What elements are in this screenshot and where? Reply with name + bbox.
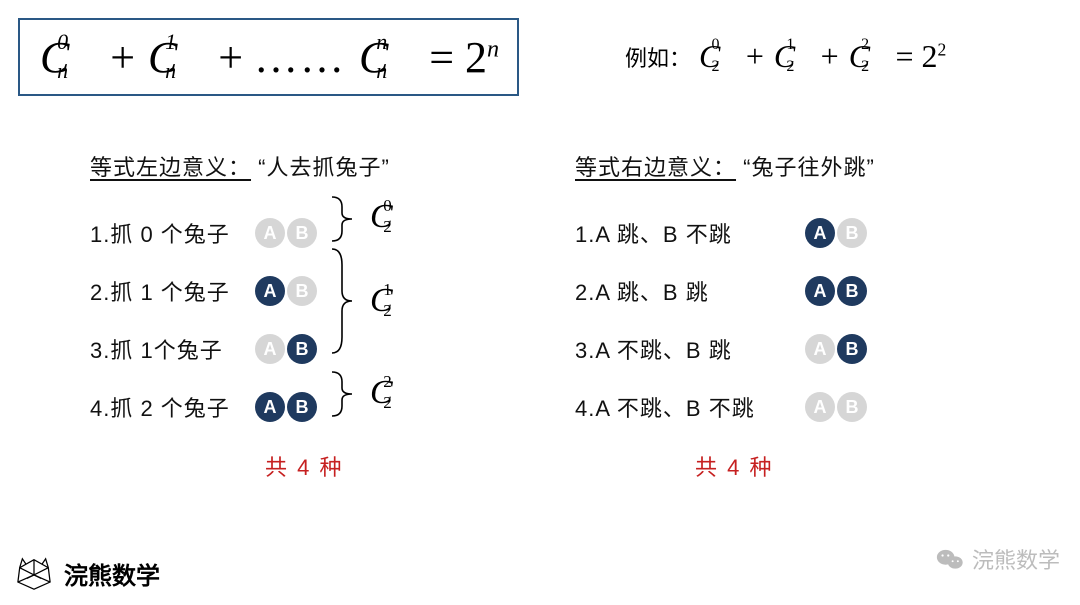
badge-a-icon: A <box>255 276 285 306</box>
badge-pair: AB <box>255 218 335 248</box>
footer-watermark: 浣熊数学 <box>936 543 1060 575</box>
badge-a-icon: A <box>805 276 835 306</box>
brace-icon <box>328 247 358 355</box>
footer-brand: 浣熊数学 <box>14 556 160 591</box>
badge-b-icon: B <box>287 392 317 422</box>
badge-b-icon: B <box>837 276 867 306</box>
badge-pair: AB <box>255 334 335 364</box>
combination-symbol: C12 <box>368 282 413 320</box>
row-label: 2.抓 1 个兔子 <box>90 275 255 307</box>
badge-pair: AB <box>805 334 885 364</box>
badge-b-icon: B <box>837 218 867 248</box>
watermark-text: 浣熊数学 <box>972 543 1060 575</box>
badge-b-icon: B <box>287 276 317 306</box>
badge-pair: AB <box>805 392 885 422</box>
combination-symbol: C02 <box>368 198 413 236</box>
brand-text: 浣熊数学 <box>64 556 160 591</box>
list-item: 3.A 不跳、B 跳AB <box>575 320 1055 378</box>
badge-a-icon: A <box>805 392 835 422</box>
row-label: 2.A 跳、B 跳 <box>575 275 805 307</box>
badge-b-icon: B <box>287 334 317 364</box>
right-total: 共 4 种 <box>695 450 1055 482</box>
list-item: 2.A 跳、B 跳AB <box>575 262 1055 320</box>
list-item: 4.A 不跳、B 不跳AB <box>575 378 1055 436</box>
row-label: 4.抓 2 个兔子 <box>90 391 255 423</box>
badge-a-icon: A <box>805 218 835 248</box>
wechat-icon <box>936 547 964 571</box>
list-item: 1.A 跳、B 不跳AB <box>575 204 1055 262</box>
badge-a-icon: A <box>255 218 285 248</box>
badge-pair: AB <box>805 218 885 248</box>
formula-content: C0n + C1n + …… Cnn = 2n <box>38 32 499 83</box>
row-label: 3.A 不跳、B 跳 <box>575 333 805 365</box>
row-label: 4.A 不跳、B 不跳 <box>575 391 805 423</box>
row-label: 1.A 跳、B 不跳 <box>575 217 805 249</box>
badge-pair: AB <box>255 392 335 422</box>
example-line: 例如： C02 + C12 + C22 = 22 <box>625 38 946 75</box>
badge-b-icon: B <box>837 334 867 364</box>
brace-icon <box>328 370 358 418</box>
right-title: 等式右边意义： “兔子往外跳” <box>575 150 1055 182</box>
raccoon-logo-icon <box>14 557 54 591</box>
example-formula: C02 + C12 + C22 = 22 <box>697 38 946 75</box>
main-formula-box: C0n + C1n + …… Cnn = 2n <box>18 18 519 96</box>
example-prefix: 例如： <box>625 41 691 73</box>
badge-a-icon: A <box>255 334 285 364</box>
brace-icon <box>328 195 358 243</box>
badge-a-icon: A <box>805 334 835 364</box>
row-label: 3.抓 1个兔子 <box>90 333 255 365</box>
combination-symbol: C22 <box>368 374 413 412</box>
badge-b-icon: B <box>287 218 317 248</box>
right-column: 等式右边意义： “兔子往外跳” 1.A 跳、B 不跳AB2.A 跳、B 跳AB3… <box>575 150 1055 482</box>
badge-a-icon: A <box>255 392 285 422</box>
badge-b-icon: B <box>837 392 867 422</box>
left-title: 等式左边意义： “人去抓兔子” <box>90 150 570 182</box>
badge-pair: AB <box>255 276 335 306</box>
row-label: 1.抓 0 个兔子 <box>90 217 255 249</box>
left-total: 共 4 种 <box>265 450 570 482</box>
badge-pair: AB <box>805 276 885 306</box>
